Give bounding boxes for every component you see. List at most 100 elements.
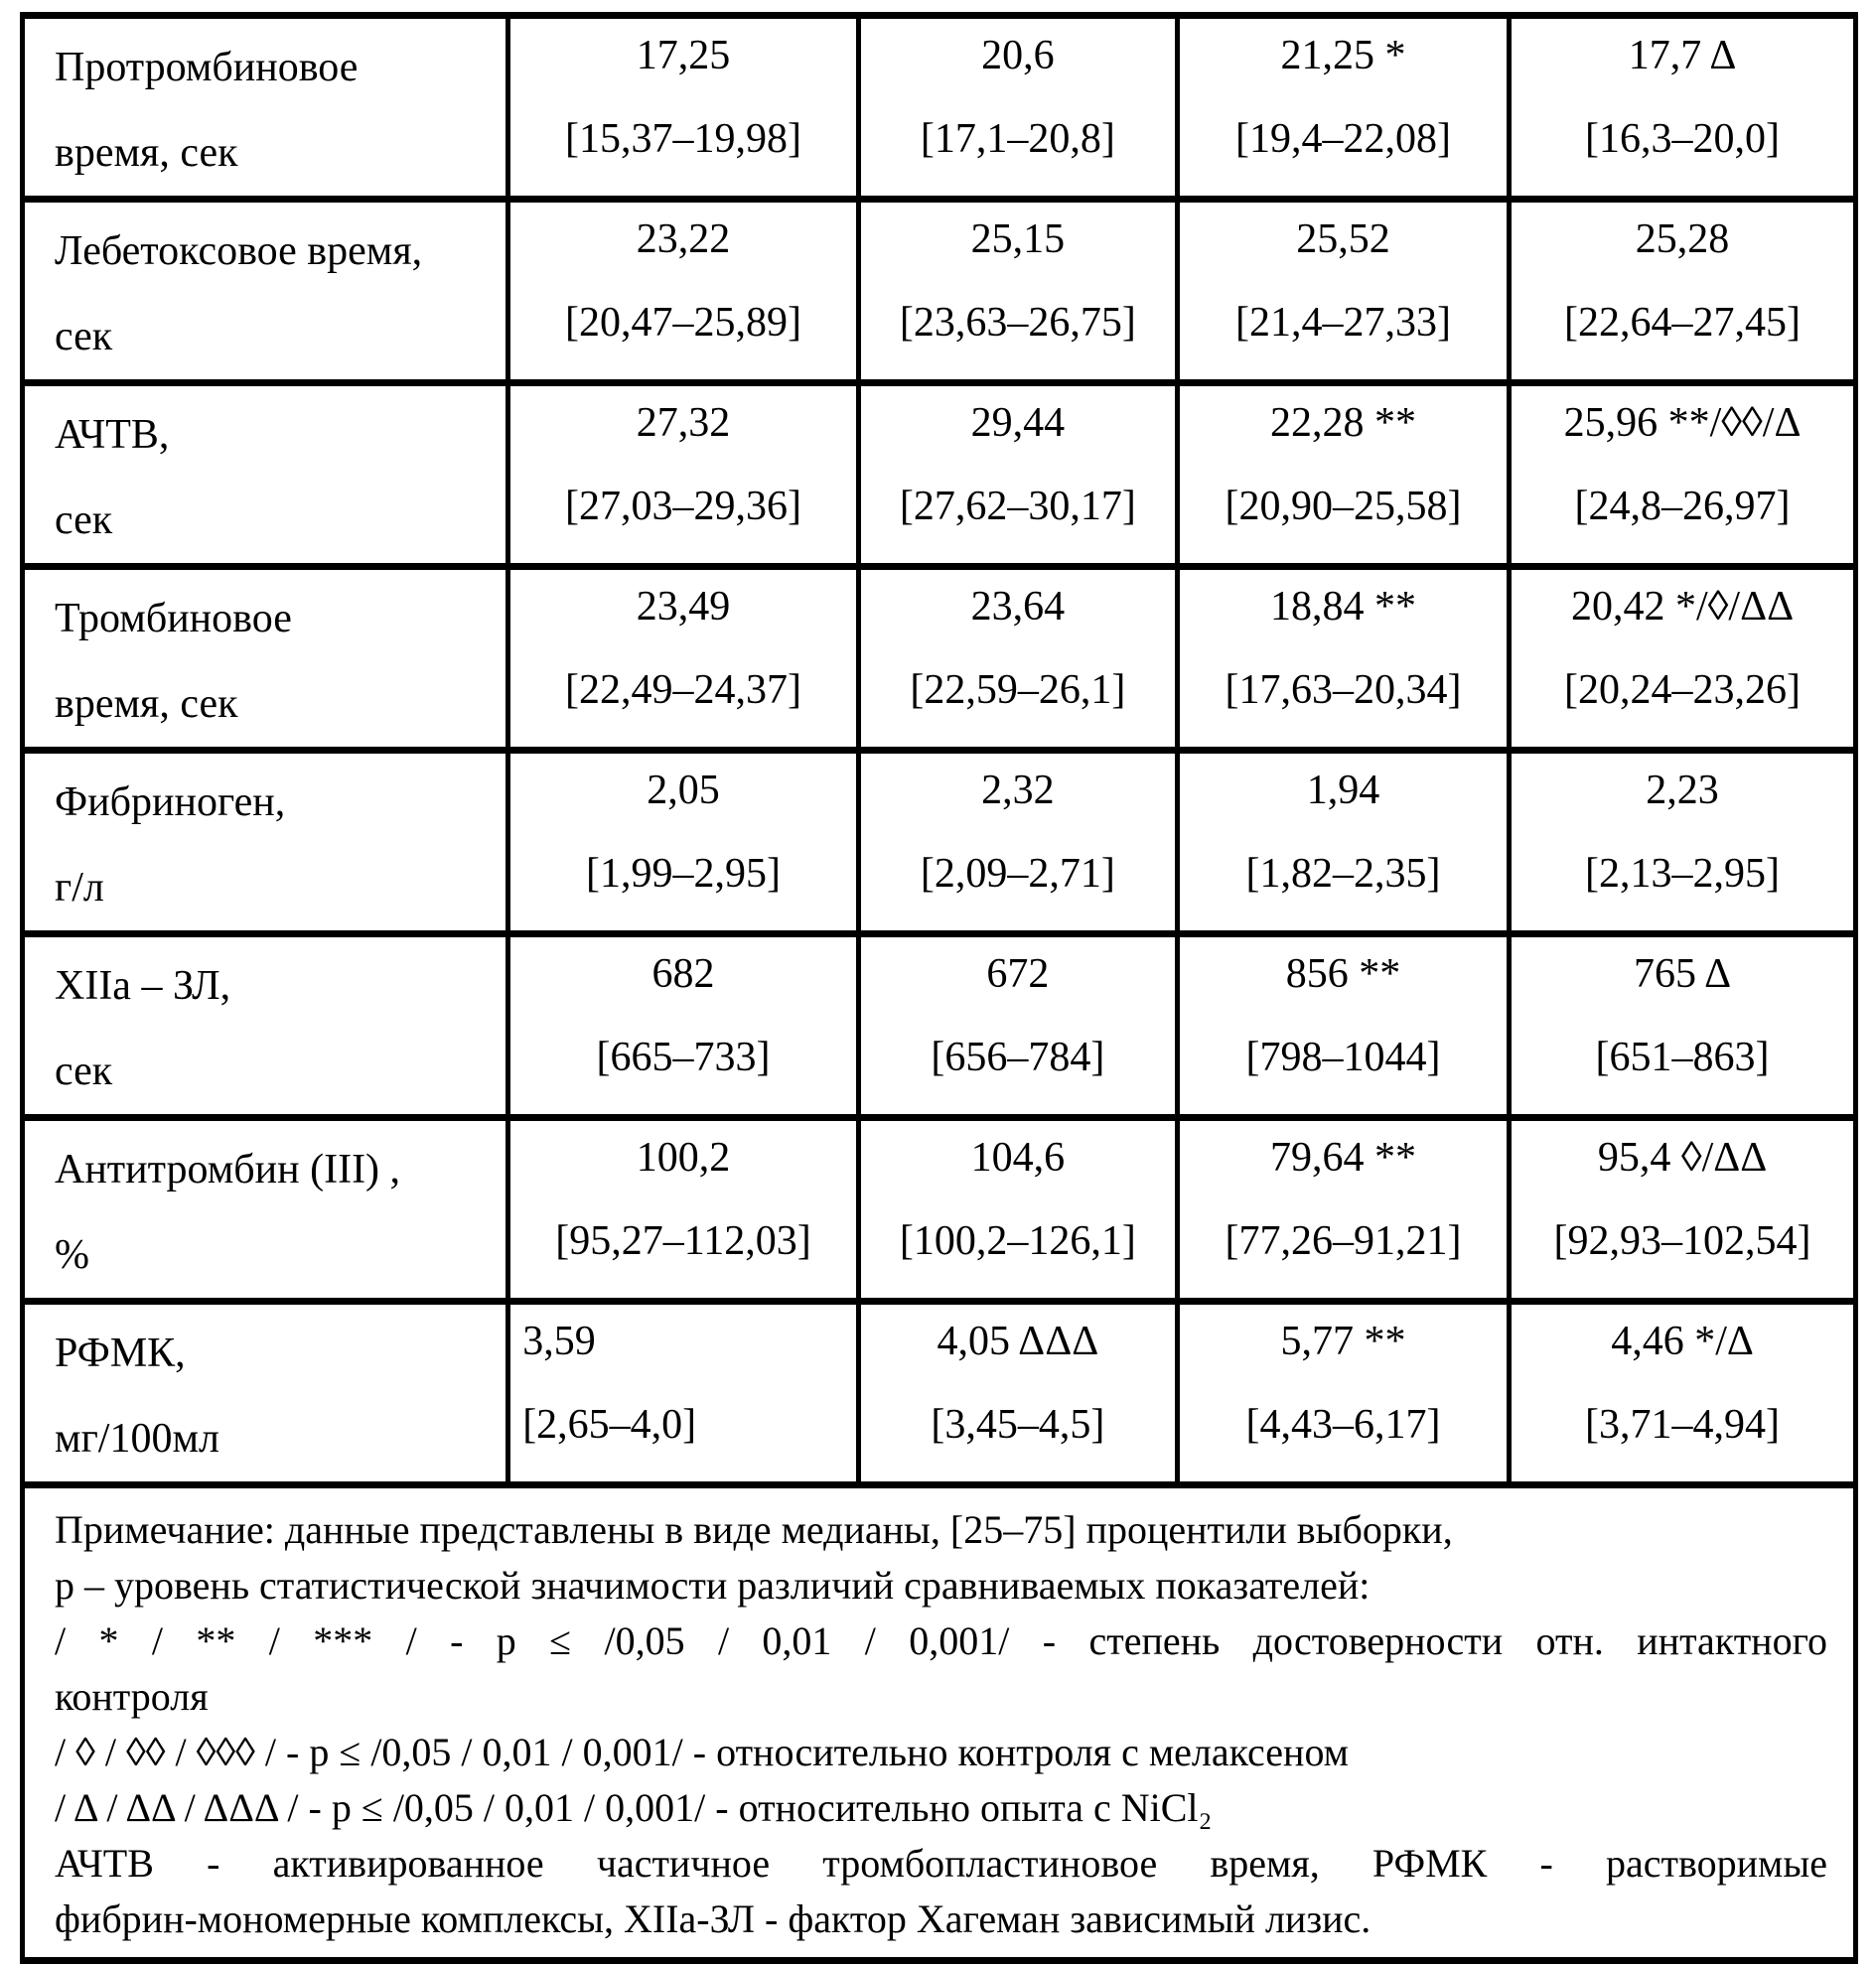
row-label: РФМК, мг/100мл <box>19 1298 511 1488</box>
table-data-rows: Протромбиновое время, сек 17,25 [15,37–19,… <box>19 12 1858 1488</box>
value-cell: 765 Δ [651–863] <box>1507 930 1858 1121</box>
coagulation-parameters-table: Протромбиновое время, сек 17,25 [15,37–19,… <box>19 12 1858 1964</box>
percentile-range: [651–863] <box>1595 1035 1770 1080</box>
percentile-range: [3,45–4,5] <box>931 1402 1105 1448</box>
median-value: 4,05 ΔΔΔ <box>937 1319 1099 1364</box>
notes-cell: Примечание: данные представлены в виде м… <box>20 1481 1858 1964</box>
table-row: АЧТВ, сек 27,32 [27,03–29,36] 29,44 [27,62–3… <box>19 379 1858 570</box>
median-value: 29,44 <box>970 400 1066 446</box>
value-cell: 20,42 */◊/ΔΔ [20,24–23,26] <box>1507 563 1858 754</box>
median-value: 765 Δ <box>1633 951 1732 997</box>
percentile-range: [20,90–25,58] <box>1225 484 1462 529</box>
median-value: 79,64 ** <box>1270 1135 1417 1181</box>
value-cell: 25,28 [22,64–27,45] <box>1507 196 1858 386</box>
value-cell: 2,32 [2,09–2,71] <box>855 747 1180 937</box>
value-cell: 3,59 [2,65–4,0] <box>505 1298 861 1488</box>
value-cell: 20,6 [17,1–20,8] <box>855 12 1180 203</box>
percentile-range: [798–1044] <box>1245 1035 1441 1080</box>
notes-row: Примечание: данные представлены в виде м… <box>20 1481 1858 1964</box>
percentile-range: [17,1–20,8] <box>920 116 1115 162</box>
percentile-range: [22,64–27,45] <box>1564 300 1802 346</box>
table-row: Протромбиновое время, сек 17,25 [15,37–19,… <box>19 12 1858 203</box>
row-label: Протромбиновое время, сек <box>19 12 511 203</box>
value-cell: 25,96 **/◊◊/Δ [24,8–26,97] <box>1507 379 1858 570</box>
value-cell: 672 [656–784] <box>855 930 1180 1121</box>
value-cell: 25,15 [23,63–26,75] <box>855 196 1180 386</box>
median-value: 17,7 Δ <box>1628 33 1737 78</box>
percentile-range: [3,71–4,94] <box>1585 1402 1781 1448</box>
median-value: 21,25 * <box>1280 33 1406 78</box>
percentile-range: [665–733] <box>596 1035 771 1080</box>
percentile-range: [1,82–2,35] <box>1245 851 1441 897</box>
value-cell: 79,64 ** [77,26–91,21] <box>1174 1114 1513 1305</box>
median-value: 100,2 <box>636 1135 731 1181</box>
percentile-range: [22,59–26,1] <box>910 667 1126 713</box>
row-label: Фибриноген, г/л <box>19 747 511 937</box>
value-cell: 29,44 [27,62–30,17] <box>855 379 1180 570</box>
percentile-range: [22,49–24,37] <box>564 667 801 713</box>
note-line: / * / ** / *** / - р ≤ /0,05 / 0,01 / 0,… <box>55 1618 1827 1663</box>
median-value: 25,28 <box>1635 216 1730 262</box>
value-cell: 27,32 [27,03–29,36] <box>505 379 861 570</box>
percentile-range: [2,09–2,71] <box>920 851 1115 897</box>
value-cell: 21,25 * [19,4–22,08] <box>1174 12 1513 203</box>
median-value: 95,4 ◊/ΔΔ <box>1597 1135 1768 1181</box>
median-value: 18,84 ** <box>1270 584 1417 630</box>
value-cell: 23,49 [22,49–24,37] <box>505 563 861 754</box>
percentile-range: [2,65–4,0] <box>522 1402 697 1448</box>
median-value: 5,77 ** <box>1280 1319 1406 1364</box>
row-label: Тромбиновое время, сек <box>19 563 511 754</box>
notes-section: Примечание: данные представлены в виде м… <box>20 1481 1858 1964</box>
note-line: / ◊ / ◊◊ / ◊◊◊ / - р ≤ /0,05 / 0,01 / 0,… <box>55 1730 1349 1774</box>
median-value: 104,6 <box>970 1135 1066 1181</box>
table-row: Лебетоксовое время, сек 23,22 [20,47–25,89… <box>19 196 1858 386</box>
median-value: 3,59 <box>522 1319 596 1364</box>
median-value: 2,23 <box>1646 768 1719 813</box>
table-row: Тромбиновое время, сек 23,49 [22,49–24,37]… <box>19 563 1858 754</box>
median-value: 23,22 <box>636 216 731 262</box>
value-cell: 17,25 [15,37–19,98] <box>505 12 861 203</box>
value-cell: 17,7 Δ [16,3–20,0] <box>1507 12 1858 203</box>
median-value: 4,46 */Δ <box>1611 1319 1754 1364</box>
percentile-range: [15,37–19,98] <box>564 116 801 162</box>
row-label: Лебетоксовое время, сек <box>19 196 511 386</box>
value-cell: 25,52 [21,4–27,33] <box>1174 196 1513 386</box>
percentile-range: [24,8–26,97] <box>1574 484 1791 529</box>
percentile-range: [92,93–102,54] <box>1553 1218 1811 1264</box>
median-value: 23,64 <box>970 584 1066 630</box>
value-cell: 4,05 ΔΔΔ [3,45–4,5] <box>855 1298 1180 1488</box>
median-value: 682 <box>651 951 715 997</box>
value-cell: 856 ** [798–1044] <box>1174 930 1513 1121</box>
note-line: Примечание: данные представлены в виде м… <box>55 1507 1453 1552</box>
percentile-range: [2,13–2,95] <box>1585 851 1781 897</box>
median-value: 856 ** <box>1285 951 1401 997</box>
value-cell: 5,77 ** [4,43–6,17] <box>1174 1298 1513 1488</box>
median-value: 27,32 <box>636 400 731 446</box>
percentile-range: [656–784] <box>931 1035 1105 1080</box>
row-label: Антитромбин (III) , % <box>19 1114 511 1305</box>
value-cell: 95,4 ◊/ΔΔ [92,93–102,54] <box>1507 1114 1858 1305</box>
value-cell: 18,84 ** [17,63–20,34] <box>1174 563 1513 754</box>
percentile-range: [23,63–26,75] <box>899 300 1136 346</box>
table-row: Антитромбин (III) , % 100,2 [95,27–112,03]… <box>19 1114 1858 1305</box>
table-row: Фибриноген, г/л 2,05 [1,99–2,95] 2,32 [2,09–… <box>19 747 1858 937</box>
value-cell: 1,94 [1,82–2,35] <box>1174 747 1513 937</box>
percentile-range: [27,03–29,36] <box>564 484 801 529</box>
value-cell: 100,2 [95,27–112,03] <box>505 1114 861 1305</box>
note-line: АЧТВ - активированное частичное тромбопл… <box>55 1841 1827 1886</box>
percentile-range: [100,2–126,1] <box>899 1218 1136 1264</box>
median-value: 672 <box>986 951 1050 997</box>
median-value: 23,49 <box>636 584 731 630</box>
value-cell: 23,22 [20,47–25,89] <box>505 196 861 386</box>
median-value: 2,32 <box>981 768 1055 813</box>
median-value: 17,25 <box>636 33 731 78</box>
percentile-range: [1,99–2,95] <box>585 851 781 897</box>
percentile-range: [20,47–25,89] <box>564 300 801 346</box>
percentile-range: [27,62–30,17] <box>899 484 1136 529</box>
note-line: р – уровень статистической значимости ра… <box>55 1563 1371 1608</box>
percentile-range: [17,63–20,34] <box>1225 667 1462 713</box>
median-value: 25,96 **/◊◊/Δ <box>1563 400 1802 446</box>
table-row: XIIa – ЗЛ, сек 682 [665–733] 672 [656–784] 85… <box>19 930 1858 1121</box>
percentile-range: [21,4–27,33] <box>1235 300 1452 346</box>
median-value: 2,05 <box>647 768 720 813</box>
